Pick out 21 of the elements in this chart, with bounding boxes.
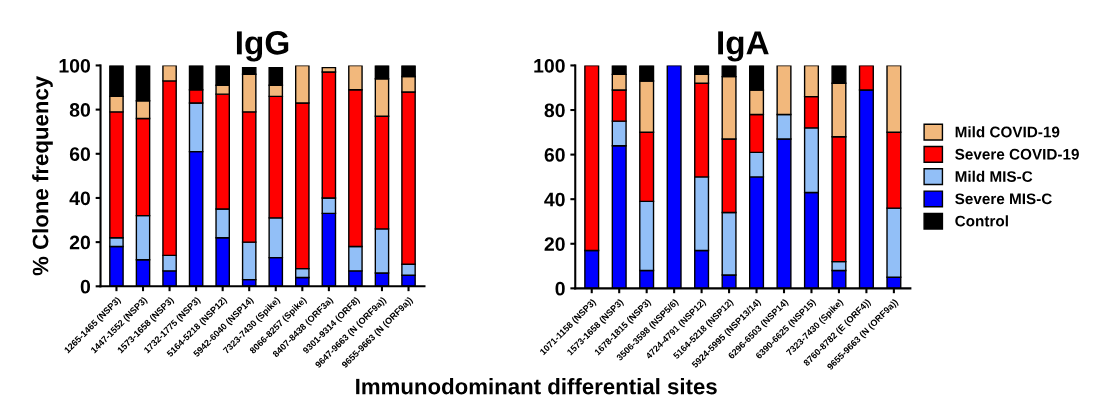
y-tick-label: 20 — [69, 235, 91, 250]
legend-label: Control — [955, 215, 1008, 227]
chart-title: IgA — [718, 31, 769, 62]
y-tick-label: 100 — [59, 58, 91, 73]
y-tick-label: 0 — [80, 279, 91, 294]
legend-label: Severe COVID-19 — [955, 148, 1079, 160]
y-tick-label: 40 — [544, 192, 565, 207]
legend-label: Severe MIS-C — [955, 193, 1052, 205]
y-tick-label: 80 — [69, 103, 91, 117]
x-axis-title: Immunodominant differential sites — [356, 378, 717, 395]
y-tick-label: 60 — [544, 148, 565, 162]
chart-title: IgG — [236, 31, 289, 62]
legend-label: Mild COVID-19 — [955, 126, 1060, 138]
y-tick-label: 0 — [555, 281, 565, 296]
y-tick-label: 80 — [544, 103, 565, 118]
y-tick-label: 100 — [534, 58, 565, 73]
y-tick-label: 60 — [69, 147, 91, 162]
y-axis-title: % Clone frequency — [32, 75, 53, 276]
legend-label: Mild MIS-C — [955, 170, 1033, 182]
y-tick-label: 20 — [544, 237, 565, 251]
y-tick-label: 40 — [69, 191, 91, 206]
